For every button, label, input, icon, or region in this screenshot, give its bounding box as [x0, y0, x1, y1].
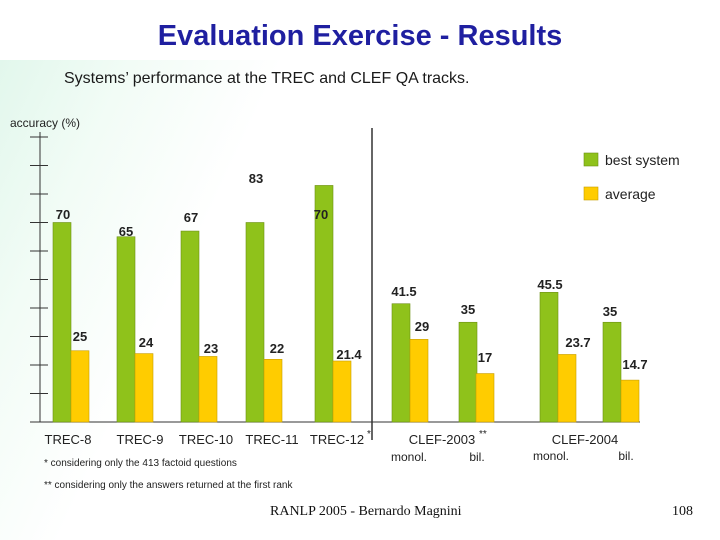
x-tick-label-trec-11: TREC-11 [245, 432, 298, 447]
footer-author: RANLP 2005 - Bernardo Magnini [270, 504, 462, 519]
value-label-best-clef-2004-bil: 35 [603, 304, 617, 319]
x-tick-label-trec-10: TREC-10 [179, 432, 233, 447]
bar-average-trec-12 [332, 360, 352, 423]
footnote-first-rank: ** considering only the answers returned… [44, 480, 293, 491]
value-label-average-clef-2003-monol: 29 [415, 319, 429, 334]
value-label-average-clef-2003-bil: 17 [478, 350, 492, 365]
value-label-average-trec-10: 23 [204, 341, 218, 356]
x-sublabel-bil-1: bil. [469, 450, 484, 464]
value-label-best-trec-12: 83 [249, 171, 263, 186]
bar-best-trec-11 [245, 222, 265, 423]
bar-average-trec-8 [70, 350, 90, 423]
slide-subtitle: Systems’ performance at the TREC and CLE… [64, 70, 470, 87]
legend-label-average: average [605, 186, 656, 202]
bar-best-clef-2003-monol [391, 303, 411, 423]
page-number: 108 [672, 504, 693, 519]
legend-label-best-system: best system [605, 152, 680, 168]
value-label-best-clef-2003-monol: 41.5 [391, 284, 416, 299]
x-tick-label-clef-2004: CLEF-2004 [552, 432, 618, 447]
x-tick-label-trec-8: TREC-8 [45, 432, 92, 447]
value-label-average-trec-9: 24 [139, 335, 154, 350]
x-tick-label-trec-12: TREC-12 [310, 432, 364, 447]
clef2003-footnote-mark: ** [479, 429, 487, 440]
bar-best-clef-2004-monol [539, 292, 559, 423]
value-label-best-trec-8: 70 [56, 207, 70, 222]
bar-best-trec-10 [180, 230, 200, 423]
y-axis-label: accuracy (%) [10, 116, 81, 130]
trec12-footnote-mark: * [367, 429, 371, 440]
value-label-best-clef-2004-monol: 45.5 [537, 277, 562, 292]
bar-average-clef-2003-monol [409, 339, 429, 423]
value-label-average-trec-8: 25 [73, 329, 87, 344]
x-tick-label-trec-9: TREC-9 [117, 432, 164, 447]
bar-best-trec-12 [314, 185, 334, 423]
x-sublabel-monol-2: monol. [533, 449, 569, 463]
legend-swatch-best-system [583, 152, 599, 167]
value-label-average-clef-2004-monol: 23.7 [565, 335, 590, 350]
bar-best-trec-8 [52, 222, 72, 423]
bar-average-trec-9 [134, 353, 154, 423]
legend-swatch-average [583, 186, 599, 201]
bar-average-trec-11 [263, 358, 283, 423]
value-label-best-clef-2003-bil: 35 [461, 302, 475, 317]
value-label-average-trec-11: 22 [270, 341, 284, 356]
footnote-factoid: * considering only the 413 factoid quest… [44, 458, 237, 469]
x-sublabel-monol-0: monol. [391, 450, 427, 464]
value-label-best-trec-11: 70 [314, 207, 328, 222]
bar-best-clef-2004-bil [602, 321, 622, 423]
slide-title: Evaluation Exercise - Results [157, 20, 563, 52]
value-label-best-trec-10: 67 [184, 210, 198, 225]
value-label-best-trec-9: 65 [119, 224, 133, 239]
bar-average-clef-2004-monol [557, 354, 577, 423]
value-label-average-trec-12: 21.4 [336, 347, 362, 362]
bar-average-clef-2004-bil [620, 379, 640, 423]
bar-best-clef-2003-bil [458, 321, 478, 423]
bar-best-trec-9 [116, 236, 136, 423]
bar-average-trec-10 [198, 356, 218, 423]
x-tick-label-clef-2003: CLEF-2003 [409, 432, 475, 447]
value-label-average-clef-2004-bil: 14.7 [622, 357, 647, 372]
bar-average-clef-2003-bil [475, 373, 495, 423]
x-sublabel-bil-3: bil. [618, 449, 633, 463]
